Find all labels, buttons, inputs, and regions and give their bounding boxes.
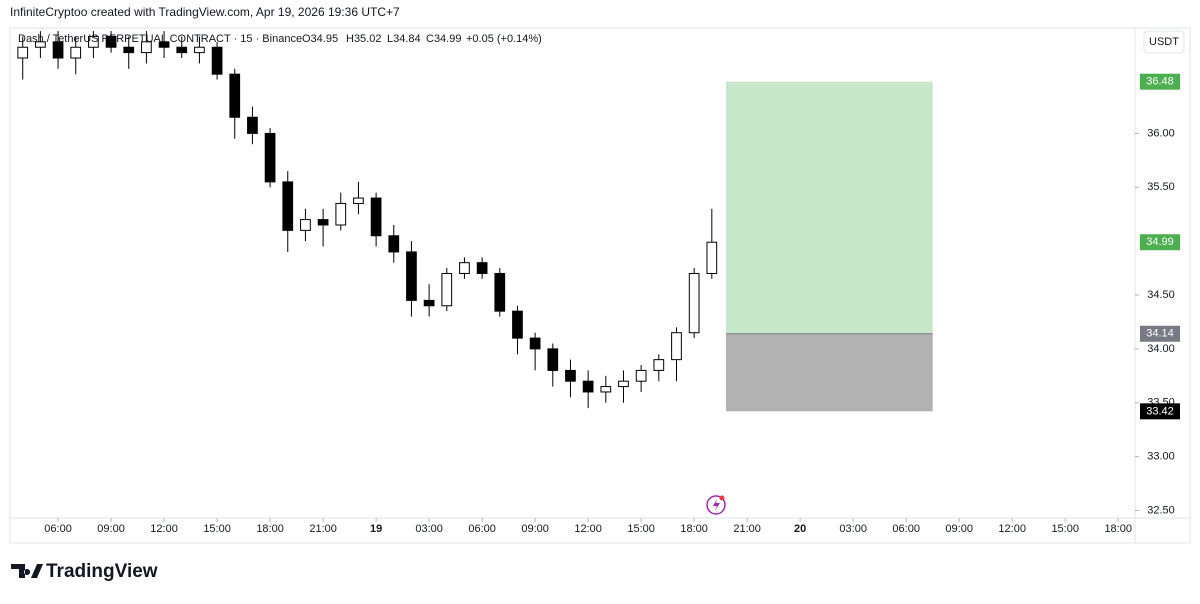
candle-body — [441, 272, 453, 307]
x-tick-label: 03:00 — [839, 523, 867, 535]
candle-body — [176, 46, 188, 54]
x-tick-label: 03:00 — [415, 523, 443, 535]
candle-body — [211, 46, 223, 75]
legend-open: O34.95 — [302, 33, 338, 45]
chart-frame — [9, 27, 1191, 544]
x-tick-label: 12:00 — [998, 523, 1026, 535]
last-price-label: 34.99 — [1146, 236, 1174, 248]
candle-body — [353, 197, 364, 204]
x-tick-label: 06:00 — [892, 523, 920, 535]
candle-body — [600, 386, 612, 393]
target-label: 36.48 — [1146, 76, 1174, 88]
candle-body — [17, 46, 29, 59]
candle-body — [123, 46, 135, 54]
legend-close: C34.99 — [426, 33, 461, 45]
candle-body — [688, 272, 700, 334]
candle-body — [653, 359, 665, 371]
candle-body — [618, 380, 629, 388]
x-tick-label: 21:00 — [309, 523, 337, 535]
candle-body — [264, 132, 276, 183]
last-price-label-bg — [1140, 234, 1180, 251]
event-icon[interactable] — [706, 495, 726, 515]
x-tick-label: 21:00 — [733, 523, 761, 535]
logo: TradingView — [11, 561, 158, 582]
candle-body — [141, 41, 152, 54]
stop-label-bg — [1140, 403, 1180, 420]
legend-high: H35.02 — [346, 33, 381, 45]
candle-body — [494, 272, 506, 312]
y-tick-label: 34.00 — [1147, 343, 1175, 355]
candle-body — [300, 219, 311, 231]
stop-label: 33.42 — [1146, 405, 1174, 417]
target-label-bg — [1140, 73, 1180, 90]
candle-body — [406, 251, 417, 301]
candle-body — [706, 241, 718, 274]
credit: InfiniteCryptoo created with TradingView… — [10, 5, 400, 19]
candle-body — [565, 369, 576, 382]
y-tick-label: 36.00 — [1147, 127, 1175, 139]
candle-body — [194, 46, 205, 54]
entry-label-bg — [1140, 325, 1180, 342]
x-tick-label: 15:00 — [203, 523, 231, 535]
x-tick-label: 18:00 — [680, 523, 708, 535]
x-tick-label: 12:00 — [574, 523, 602, 535]
x-tick-label: 15:00 — [627, 523, 655, 535]
candle-body — [335, 202, 347, 226]
candle-body — [547, 348, 559, 371]
loss-zone — [725, 333, 933, 412]
brand: TradingView — [46, 561, 158, 582]
candle-body — [88, 35, 99, 48]
candle-body — [70, 46, 82, 59]
legend: Dash / TetherUS PERPETUAL CONTRACT · 15 … — [18, 33, 542, 45]
candle-body — [247, 116, 258, 134]
x-tick-label: 19 — [370, 523, 382, 535]
currency[interactable]: USDT — [1149, 36, 1179, 48]
x-tick-label: 09:00 — [97, 523, 125, 535]
x-tick-label: 20 — [794, 523, 806, 535]
x-tick-label: 09:00 — [945, 523, 973, 535]
x-tick-label: 15:00 — [1051, 523, 1079, 535]
candle-body — [476, 262, 488, 274]
y-tick-label: 34.50 — [1147, 289, 1175, 301]
legend-change: +0.05 (+0.14%) — [466, 33, 542, 45]
candle-body — [423, 299, 435, 307]
x-tick-label: 06:00 — [44, 523, 72, 535]
candle-body — [459, 262, 470, 274]
x-tick-label: 18:00 — [1104, 523, 1132, 535]
currency-button[interactable] — [1143, 30, 1185, 54]
plot — [17, 31, 933, 412]
candle-body — [105, 35, 117, 48]
event-icon-bolt — [713, 499, 720, 511]
candle-body — [35, 41, 46, 48]
candle-body — [388, 235, 400, 253]
candle-body — [158, 41, 170, 48]
candle-body — [529, 337, 541, 350]
candle-body — [317, 219, 329, 226]
candle-body — [512, 310, 523, 339]
x-tick-label: 06:00 — [468, 523, 496, 535]
x-tick-label: 18:00 — [256, 523, 284, 535]
candle-body — [635, 369, 647, 382]
profit-zone — [725, 81, 933, 334]
candle-body — [52, 41, 64, 59]
legend-symbol: Dash / TetherUS PERPETUAL CONTRACT · 15 … — [18, 33, 302, 45]
candle-body — [582, 380, 594, 393]
legend-low: L34.84 — [387, 33, 421, 45]
y-tick-label: 35.50 — [1147, 181, 1175, 193]
candle-body — [671, 332, 682, 361]
candle-body — [282, 181, 294, 231]
candle-body — [370, 197, 382, 237]
entry-label: 34.14 — [1146, 328, 1174, 340]
event-dot — [719, 495, 725, 501]
y-tick-label: 33.00 — [1147, 451, 1175, 463]
candle-body — [229, 73, 241, 118]
x-tick-label: 09:00 — [521, 523, 549, 535]
x-tick-label: 12:00 — [150, 523, 178, 535]
y-tick-label: 32.50 — [1147, 504, 1175, 516]
